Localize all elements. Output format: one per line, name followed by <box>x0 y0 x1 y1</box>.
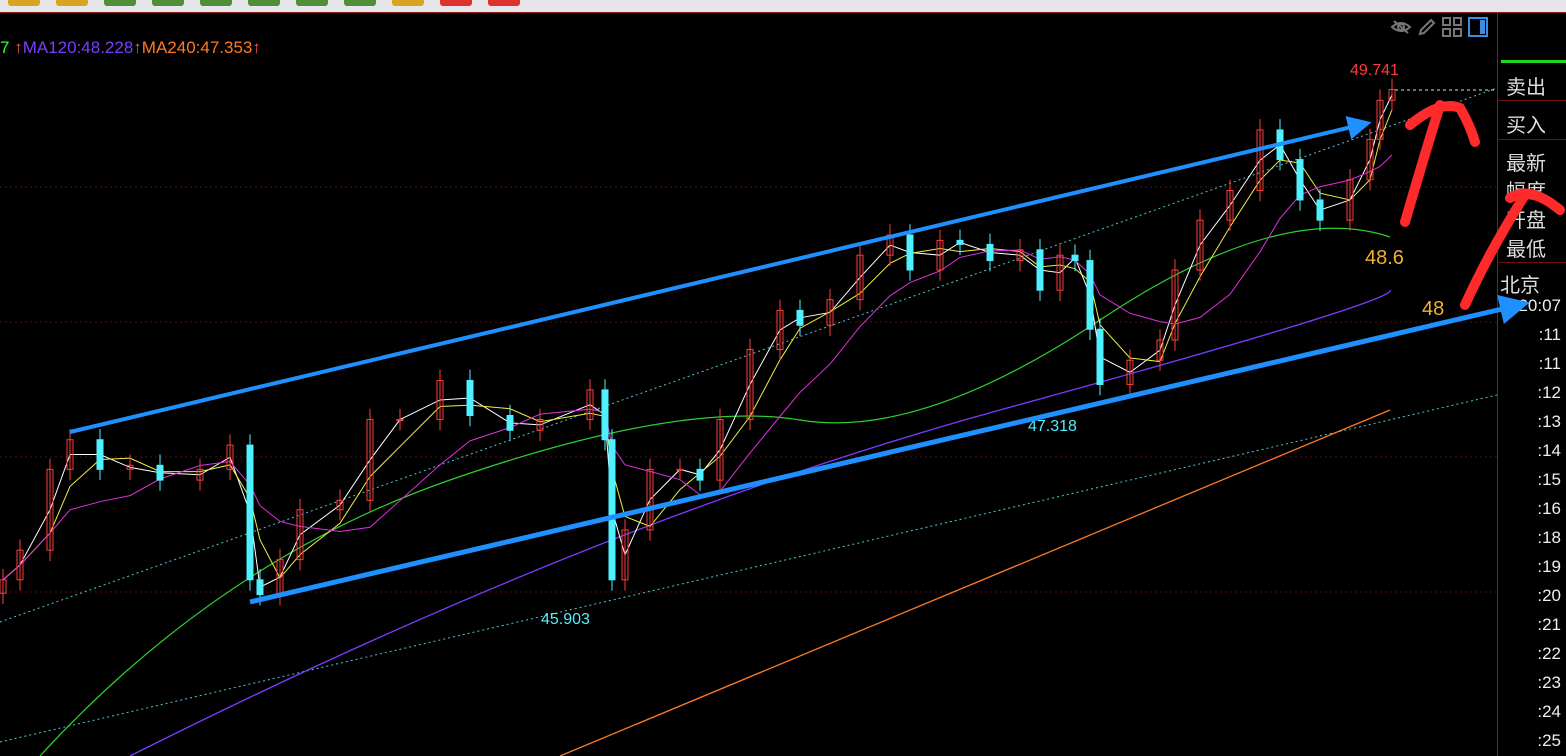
buy-label[interactable]: 买入 <box>1506 115 1546 137</box>
candle-body <box>1096 328 1104 385</box>
toolbar-button[interactable] <box>248 0 280 6</box>
candle-body <box>226 444 234 470</box>
ma120-line <box>129 289 1391 756</box>
candle-body <box>396 419 404 422</box>
candle-body <box>796 309 804 326</box>
legend-arrow: ↑ <box>252 38 261 57</box>
toolbar-button[interactable] <box>344 0 376 6</box>
toolbar-button[interactable] <box>200 0 232 6</box>
candle-body <box>466 379 474 416</box>
grid-icon[interactable] <box>1442 17 1462 37</box>
candle-body <box>1086 260 1094 330</box>
candle-body <box>696 468 704 481</box>
open-label: 开盘 <box>1506 210 1546 232</box>
candle-body <box>246 444 254 581</box>
candle-body <box>601 389 609 441</box>
toolbar-button[interactable] <box>392 0 424 6</box>
candle-body <box>986 243 994 262</box>
ma-legend: 7 ↑MA120:48.228↑MA240:47.353↑ <box>0 38 261 58</box>
toolbar-button[interactable] <box>8 0 40 6</box>
candle-body <box>156 464 164 481</box>
toolbar-button[interactable] <box>296 0 328 6</box>
time-item: :16 <box>1537 499 1561 518</box>
toolbar-button[interactable] <box>488 0 520 6</box>
toolbar-button[interactable] <box>152 0 184 6</box>
time-item: :24 <box>1537 702 1561 721</box>
price-bar <box>1501 60 1566 63</box>
ma240-line <box>559 409 1391 756</box>
legend-arrow: ↑ <box>133 38 142 57</box>
quote-panel: 卖出 买入 最新 幅度 开盘 最低 北京 20:07 :11 :11 :12 :13 :1… <box>1497 13 1566 756</box>
time-item: :14 <box>1537 441 1561 460</box>
ma-line <box>2 109 1393 581</box>
chart-tools <box>1390 16 1488 38</box>
level-label: 48.6 <box>1365 247 1404 269</box>
candle-body <box>66 439 74 470</box>
time-item: :11 <box>1538 325 1561 344</box>
toolbar-button[interactable] <box>440 0 472 6</box>
candle-body <box>956 239 964 245</box>
price-chart <box>0 78 1497 756</box>
time-item: :23 <box>1537 673 1561 692</box>
candle-body <box>1071 254 1079 262</box>
time-item: :22 <box>1537 644 1561 663</box>
legend-ma120: MA120:48.228 <box>22 38 134 57</box>
candle-body <box>0 579 7 594</box>
beijing-label: 北京 <box>1500 275 1540 297</box>
ma-line <box>2 94 1393 588</box>
toolbar <box>0 0 1566 13</box>
range-label: 幅度 <box>1506 181 1546 203</box>
trend-line <box>0 394 1497 743</box>
sell-label[interactable]: 卖出 <box>1506 77 1546 99</box>
time-item: :13 <box>1537 412 1561 431</box>
candle-body <box>608 439 616 581</box>
time-item: :19 <box>1537 557 1561 576</box>
candle-body <box>1388 89 1396 101</box>
low-price-label: 47.318 <box>1028 418 1077 435</box>
eye-hidden-icon[interactable] <box>1390 19 1412 35</box>
time-item: :11 <box>1538 354 1561 373</box>
candle-body <box>16 549 24 581</box>
panel-toggle-icon[interactable] <box>1468 17 1488 37</box>
time-item: :25 <box>1537 731 1561 750</box>
legend-prefix: 7 <box>0 38 10 57</box>
low-price-label: 45.903 <box>541 611 590 628</box>
high-price-label: 49.741 <box>1350 62 1399 79</box>
candle-body <box>126 464 134 470</box>
time-item: :21 <box>1537 615 1561 634</box>
candle-body <box>96 439 104 470</box>
candle-body <box>46 468 54 551</box>
candle-body <box>1296 159 1304 201</box>
time-item: 20:07 <box>1518 296 1561 315</box>
candle-body <box>676 468 684 471</box>
time-item: :15 <box>1537 470 1561 489</box>
candle-body <box>256 579 264 596</box>
candle-body <box>1316 199 1324 221</box>
candle-body <box>906 234 914 271</box>
legend-arrow: ↑ <box>14 38 23 57</box>
level-label: 48 <box>1422 298 1445 320</box>
low-label: 最低 <box>1506 239 1546 261</box>
candle-body <box>1376 99 1384 140</box>
candle-body <box>196 468 204 481</box>
candle-body <box>506 414 514 431</box>
pencil-icon[interactable] <box>1418 18 1436 36</box>
latest-label: 最新 <box>1506 153 1546 175</box>
toolbar-button[interactable] <box>56 0 88 6</box>
candle-body <box>1276 129 1284 161</box>
time-item: :12 <box>1537 383 1561 402</box>
legend-ma240: MA240:47.353 <box>141 38 253 57</box>
time-item: :18 <box>1537 528 1561 547</box>
ma-line <box>2 154 1393 581</box>
toolbar-button[interactable] <box>104 0 136 6</box>
time-item: :20 <box>1537 586 1561 605</box>
candle-body <box>1036 249 1044 291</box>
